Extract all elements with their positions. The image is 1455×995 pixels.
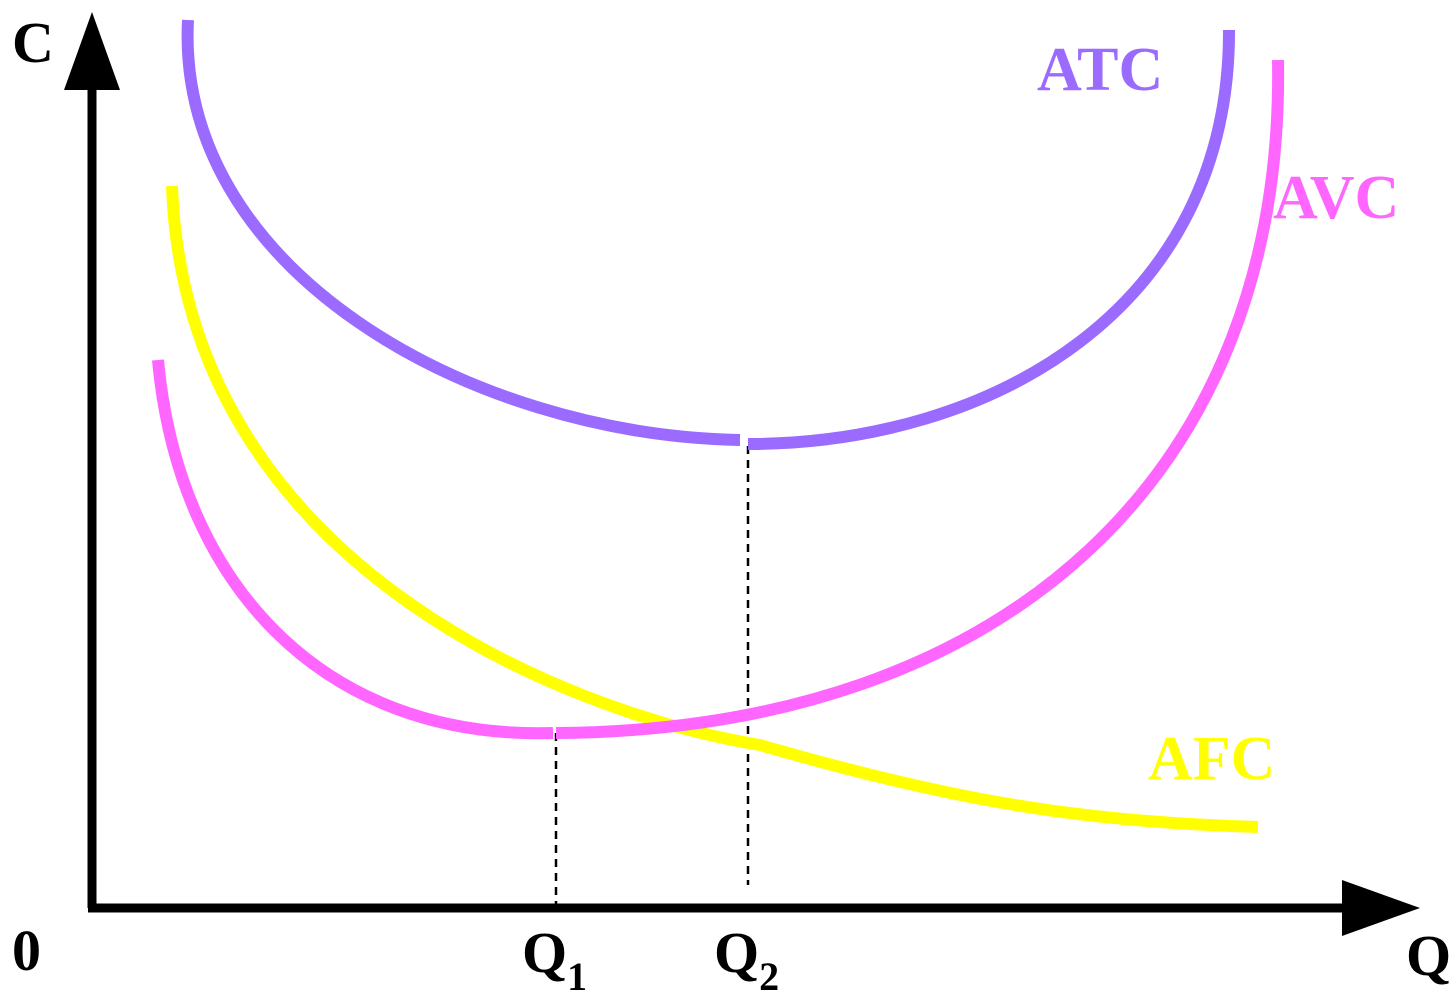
guide-lines	[554, 446, 750, 905]
x-axis-arrowhead	[1342, 880, 1420, 936]
afc-label: AFC	[1148, 725, 1275, 793]
y-axis-arrowhead	[64, 12, 120, 90]
q2-label-subscript: 2	[759, 954, 779, 995]
q2-label: Q2	[714, 920, 779, 995]
axes	[64, 12, 1420, 936]
avc-curve	[152, 59, 1285, 740]
x-axis-label: Q	[1406, 923, 1451, 988]
curves	[152, 19, 1285, 833]
q1-label-base: Q	[522, 920, 567, 985]
origin-label: 0	[12, 918, 41, 983]
y-axis-label: C	[12, 10, 54, 75]
q1-label: Q1	[522, 920, 587, 995]
q1-label-subscript: 1	[567, 954, 587, 995]
afc-curve	[166, 185, 1259, 833]
atc-label: ATC	[1037, 36, 1163, 104]
avc-label: AVC	[1273, 164, 1399, 232]
q2-label-base: Q	[714, 920, 759, 985]
atc-curve	[181, 19, 1236, 450]
